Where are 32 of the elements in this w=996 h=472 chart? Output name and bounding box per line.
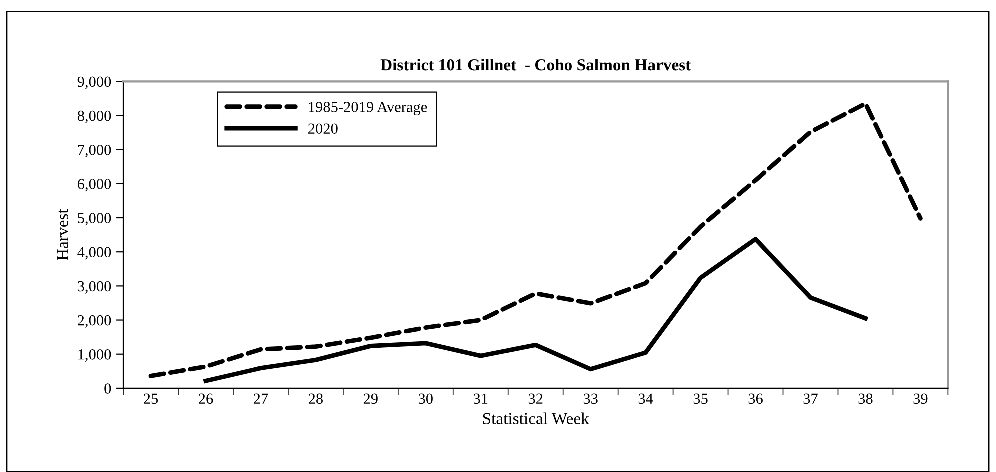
y-tick-label: 7,000 xyxy=(78,144,112,158)
y-tick-label: 3,000 xyxy=(78,281,112,294)
x-tick-label: 37 xyxy=(804,394,818,404)
x-axis-title: Statistical Week xyxy=(483,412,590,425)
y-axis-title: Harvest xyxy=(57,209,68,260)
x-tick-label: 36 xyxy=(748,394,763,404)
y-tick-label: 5,000 xyxy=(78,213,112,226)
chart-title: District 101 Gillnet - Coho Salmon Harvest xyxy=(380,58,692,71)
x-tick-label: 25 xyxy=(144,394,158,404)
y-tick-label: 6,000 xyxy=(78,179,112,192)
x-tick-label: 39 xyxy=(914,394,928,404)
y-tick-label: 2,000 xyxy=(78,315,112,328)
x-tick-label: 38 xyxy=(858,394,873,404)
legend-label: 1985-2019 Average xyxy=(309,102,428,116)
line-series xyxy=(148,102,923,378)
x-tick-label: 28 xyxy=(308,394,323,404)
x-tick-label: 32 xyxy=(528,394,543,404)
y-tick-label: 1,000 xyxy=(78,350,112,362)
y-tick-label: 8,000 xyxy=(78,110,112,124)
x-tick-label: 30 xyxy=(418,394,433,404)
x-tick-label: 26 xyxy=(199,394,214,404)
x-tick-label: 34 xyxy=(638,394,654,404)
y-tick-label: 9,000 xyxy=(78,76,112,90)
x-tick-label: 35 xyxy=(694,394,708,404)
y-tick-label: 4,000 xyxy=(78,247,112,260)
x-tick-label: 33 xyxy=(584,394,598,404)
x-tick-label: 27 xyxy=(254,394,268,404)
x-tick-label: 29 xyxy=(364,394,378,404)
line-series xyxy=(204,237,868,384)
legend-label: 2020 xyxy=(308,124,338,134)
x-tick-label: 31 xyxy=(474,394,488,404)
y-tick-label: 0 xyxy=(104,384,112,394)
